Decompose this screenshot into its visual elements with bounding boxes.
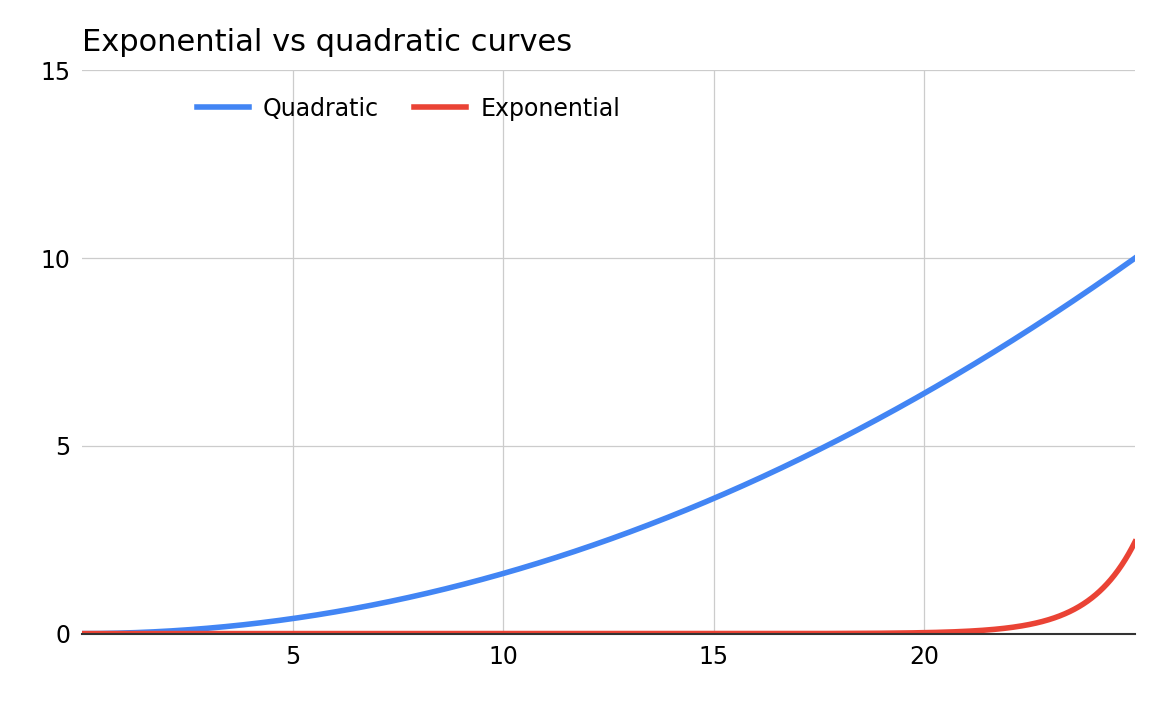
Exponential	[129, 629, 143, 638]
Exponential	[1128, 538, 1142, 546]
Quadratic	[1128, 254, 1142, 263]
Legend: Quadratic, Exponential: Quadratic, Exponential	[187, 87, 629, 130]
Quadratic	[904, 396, 918, 405]
Quadratic	[587, 541, 601, 549]
Quadratic	[75, 629, 89, 638]
Exponential	[1097, 582, 1112, 591]
Line: Exponential: Exponential	[82, 542, 1135, 634]
Exponential	[904, 629, 918, 637]
Exponential	[587, 629, 601, 638]
Line: Quadratic: Quadratic	[82, 258, 1135, 634]
Exponential	[1096, 583, 1110, 591]
Exponential	[75, 629, 89, 638]
Quadratic	[1097, 275, 1112, 284]
Text: Exponential vs quadratic curves: Exponential vs quadratic curves	[82, 28, 572, 57]
Quadratic	[129, 629, 143, 637]
Exponential	[559, 629, 573, 638]
Quadratic	[1096, 276, 1110, 284]
Quadratic	[559, 550, 573, 558]
